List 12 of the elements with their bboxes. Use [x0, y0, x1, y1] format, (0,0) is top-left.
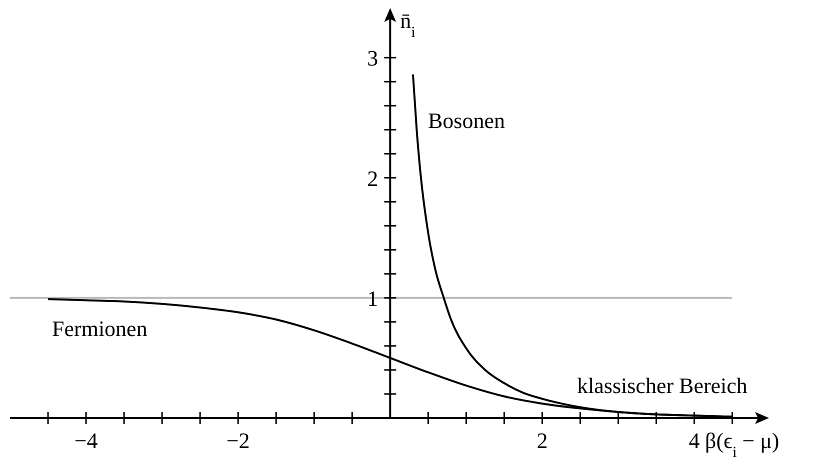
x-tick-label: −2 — [226, 428, 250, 453]
x-tick-label: −4 — [74, 428, 98, 453]
y-tick-label: 1 — [367, 286, 378, 311]
x-tick-label: 4 — [688, 428, 700, 453]
y-axis-title: n̄$_{i}$ — [400, 8, 416, 40]
x-axis-title: β(ϵ$_{i}$ − μ) — [705, 428, 780, 460]
y-tick-label: 3 — [367, 46, 378, 71]
annotation: Bosonen — [428, 108, 505, 133]
y-tick-label: 2 — [367, 166, 378, 191]
x-tick-label: 2 — [536, 428, 548, 453]
annotation: Fermionen — [52, 316, 148, 341]
annotation: klassischer Bereich — [577, 373, 748, 398]
